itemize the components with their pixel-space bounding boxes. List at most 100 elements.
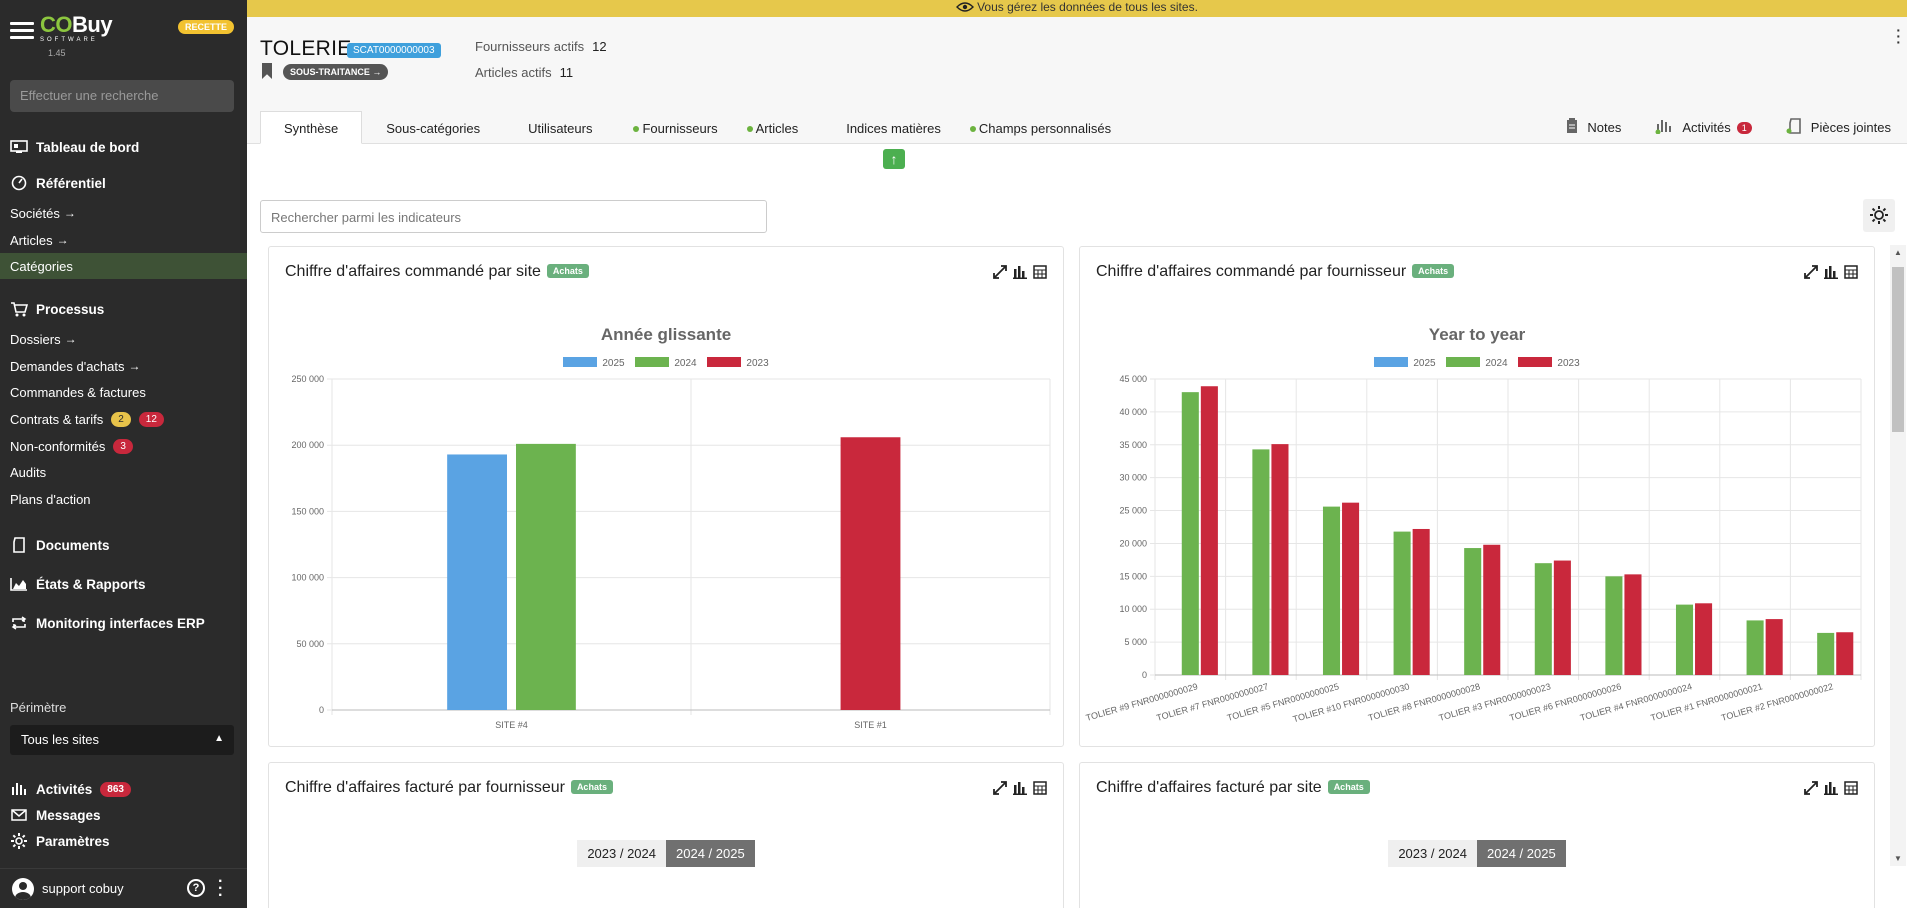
bar-chart-icon[interactable] — [1013, 265, 1027, 284]
user-name: support cobuy — [42, 881, 124, 896]
logo[interactable]: COBuy SOFTWARE 1.45 — [40, 12, 113, 58]
sidebar-item-categories[interactable]: Catégories — [0, 253, 247, 279]
sidebar-item-demandes[interactable]: Demandes d'achats → — [0, 353, 247, 379]
bar-chart-icon[interactable] — [1824, 265, 1838, 284]
bar-2024-8 — [1675, 604, 1694, 675]
menu-icon[interactable] — [10, 22, 34, 43]
sidebar-item-societes[interactable]: Sociétés → — [0, 200, 247, 226]
indicator-search-input[interactable]: Rechercher parmi les indicateurs — [260, 200, 767, 233]
page-header: TOLERIE SCAT0000000003 SOUS-TRAITANCE → … — [247, 17, 1907, 144]
sidebar-item-contrats[interactable]: Contrats & tarifs 2 12 — [0, 406, 247, 432]
category-type-badge[interactable]: SOUS-TRAITANCE → — [283, 64, 389, 80]
user-menu-kebab-icon[interactable]: · · · — [218, 873, 224, 904]
tab-articles[interactable]: Articles — [742, 111, 823, 144]
sidebar-item-activites[interactable]: Activités 863 — [0, 776, 247, 802]
status-dot — [969, 125, 976, 132]
pieces-jointes-tab[interactable]: Pièces jointes — [1786, 118, 1891, 137]
tab-utilisateurs[interactable]: Utilisateurs — [528, 121, 593, 136]
table-icon[interactable] — [1033, 781, 1047, 800]
chart-plot-area: 0 5 000 10 000 15 000 20 000 25 000 30 000 35 0… — [1085, 374, 1862, 724]
card-title: Chiffre d'affaires commandé par site Acha… — [285, 263, 589, 281]
sidebar-item-dossiers[interactable]: Dossiers → — [0, 326, 247, 352]
status-dot — [746, 125, 753, 132]
user-row[interactable]: support cobuy ? · · · — [0, 868, 247, 908]
settings-button[interactable] — [1863, 199, 1895, 232]
card-title-text: Chiffre d'affaires facturé par site — [1096, 779, 1322, 796]
sidebar-item-processus[interactable]: Processus — [0, 296, 247, 322]
bar-2024-1 — [516, 443, 576, 710]
header-menu-kebab-icon[interactable]: · · · — [1896, 22, 1901, 50]
period-2024-2025-button[interactable]: 2024 / 2025 — [666, 840, 755, 867]
period-2023-2024-button[interactable]: 2023 / 2024 — [1388, 840, 1477, 867]
tab-sous-categories[interactable]: Sous-catégories — [386, 121, 481, 136]
scroll-down-icon[interactable]: ▼ — [1894, 854, 1902, 863]
logo-buy: Buy — [72, 12, 113, 37]
legend-item-2023[interactable]: 2023 — [1518, 357, 1580, 369]
collapse-header-button[interactable]: ↑ — [883, 149, 905, 169]
card-title: Chiffre d'affaires facturé par site Achat… — [1096, 779, 1370, 797]
sidebar-item-nonconformites[interactable]: Non-conformités 3 — [0, 433, 247, 459]
table-icon[interactable] — [1844, 265, 1858, 284]
expand-icon[interactable] — [993, 265, 1007, 284]
table-icon[interactable] — [1844, 781, 1858, 800]
y-tick-label: 45 000 — [1119, 374, 1147, 384]
sidebar-item-monitoring[interactable]: Monitoring interfaces ERP — [0, 610, 247, 636]
notes-label: Notes — [1587, 120, 1622, 135]
period-2024-2025-button[interactable]: 2024 / 2025 — [1477, 840, 1566, 867]
scrollbar-thumb[interactable] — [1892, 267, 1904, 432]
arrow-right-icon: → — [63, 206, 76, 220]
legend-item-2025[interactable]: 2025 — [563, 357, 625, 369]
card-tag: Achats — [570, 780, 613, 794]
sidebar-item-plans[interactable]: Plans d'action — [0, 486, 247, 512]
expand-icon[interactable] — [1804, 265, 1818, 284]
chart-card-ca-commande-site: Chiffre d'affaires commandé par site Acha… — [268, 246, 1064, 747]
sidebar-item-etats[interactable]: États & Rapports — [0, 571, 247, 597]
legend-item-2023[interactable]: 2023 — [707, 357, 769, 369]
count-badge: 2 — [111, 411, 131, 427]
sidebar-item-messages[interactable]: Messages — [0, 802, 247, 828]
legend-item-2025[interactable]: 2025 — [1374, 357, 1436, 369]
help-icon[interactable]: ? — [187, 879, 205, 897]
chart-card-ca-facture-site: Chiffre d'affaires facturé par site Achat… — [1079, 762, 1875, 908]
sidebar-item-audits[interactable]: Audits — [0, 459, 247, 485]
sidebar-search-input[interactable]: Effectuer une recherche — [10, 80, 234, 112]
table-icon[interactable] — [1033, 265, 1047, 284]
activites-tab[interactable]: Activités 1 — [1655, 118, 1752, 137]
y-tick-label: 200 000 — [291, 440, 324, 450]
sidebar-item-articles[interactable]: Articles → — [0, 227, 247, 253]
document-icon — [1786, 118, 1802, 137]
sidebar-item-commandes[interactable]: Commandes & factures — [0, 379, 247, 405]
chart-legend: 2025 2024 2023 — [1080, 357, 1874, 369]
expand-icon[interactable] — [1804, 781, 1818, 800]
cart-icon — [10, 301, 28, 317]
scroll-up-icon[interactable]: ▲ — [1894, 248, 1902, 257]
bar-2023-6 — [1553, 560, 1571, 675]
content-scrollbar[interactable]: ▲ ▼ — [1890, 245, 1906, 866]
sidebar-item-documents[interactable]: Documents — [0, 532, 247, 558]
tab-fournisseurs[interactable]: Fournisseurs — [616, 111, 741, 144]
tab-bar: Synthèse Sous-catégories Utilisateurs Fo… — [260, 111, 1135, 144]
y-tick-label: 5 000 — [1124, 637, 1147, 647]
notes-tab[interactable]: Notes — [1566, 118, 1621, 137]
perimetre-select[interactable]: Tous les sites ▲ — [10, 725, 234, 755]
period-2023-2024-button[interactable]: 2023 / 2024 — [577, 840, 666, 867]
tab-synthese[interactable]: Synthèse — [260, 111, 363, 144]
bar-chart-icon[interactable] — [1013, 781, 1027, 800]
sidebar-item-referentiel[interactable]: Référentiel — [0, 170, 247, 196]
sidebar-item-parametres[interactable]: Paramètres — [0, 828, 247, 854]
expand-icon[interactable] — [993, 781, 1007, 800]
sidebar-item-dashboard[interactable]: Tableau de bord — [0, 134, 247, 160]
bookmark-icon[interactable] — [262, 63, 272, 79]
card-title-text: Chiffre d'affaires facturé par fournisse… — [285, 779, 565, 796]
bar-chart-icon[interactable] — [1824, 781, 1838, 800]
chart-title: Année glissante — [600, 325, 732, 344]
card-tag: Achats — [1412, 264, 1455, 278]
bar-2023-2 — [1271, 444, 1289, 675]
legend-item-2024[interactable]: 2024 — [635, 357, 697, 369]
legend-item-2024[interactable]: 2024 — [1446, 357, 1508, 369]
y-tick-label: 15 000 — [1119, 571, 1147, 581]
tab-champs[interactable]: Champs personnalisés — [965, 111, 1135, 144]
tab-indices[interactable]: Indices matières — [846, 121, 941, 136]
chart-title: Year to year — [1428, 325, 1526, 344]
y-tick-label: 20 000 — [1119, 538, 1147, 548]
